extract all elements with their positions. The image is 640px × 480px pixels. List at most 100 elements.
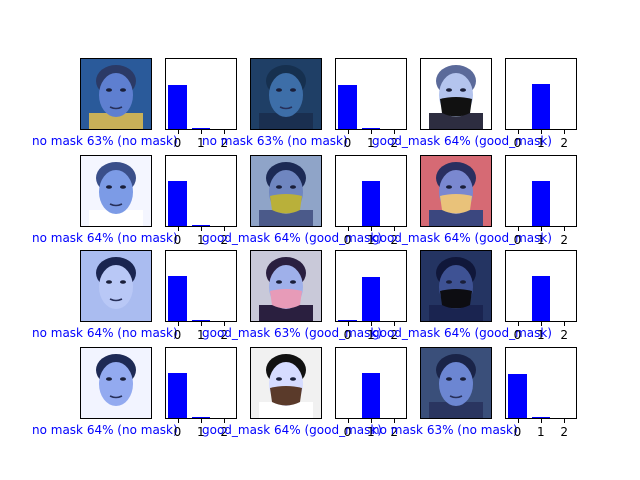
probability-bar-chart xyxy=(505,155,577,227)
x-tick-label: 0 xyxy=(513,328,522,342)
prediction-caption: no mask 63% (no mask) xyxy=(202,134,348,148)
face-image-woman-yellow-mask xyxy=(420,155,492,227)
prediction-caption: no mask 64% (no mask) xyxy=(32,231,178,245)
face-image-man-face-closeup xyxy=(80,250,152,322)
face-image-man-face-bright xyxy=(80,347,152,419)
x-tick-label: 0 xyxy=(343,425,352,439)
x-tick-label: 0 xyxy=(343,233,352,247)
x-tick-label: 0 xyxy=(343,136,352,150)
x-tick-mark xyxy=(201,130,202,134)
x-tick-label: 1 xyxy=(537,136,545,150)
x-tick-label: 2 xyxy=(560,328,568,342)
face-image-woman-green-mask xyxy=(250,155,322,227)
x-tick-label: 2 xyxy=(220,328,228,342)
x-tick-mark xyxy=(394,130,396,134)
bar-class-0 xyxy=(338,84,357,129)
bar-class-1 xyxy=(531,84,551,129)
bar-class-1 xyxy=(191,225,211,226)
bar-class-1 xyxy=(191,417,211,418)
prediction-caption: good_mask 64% (good_mask) xyxy=(372,326,552,340)
x-tick-label: 2 xyxy=(560,425,568,439)
x-tick-label: 0 xyxy=(173,136,182,150)
x-tick-label: 1 xyxy=(367,328,375,342)
x-tick-label: 2 xyxy=(390,425,398,439)
x-tick-mark xyxy=(541,227,542,231)
x-tick-mark xyxy=(347,130,349,134)
bar-class-0 xyxy=(508,373,527,418)
face-image-person-dark-mask xyxy=(420,250,492,322)
bar-class-0 xyxy=(338,319,357,321)
x-tick-mark xyxy=(541,322,542,326)
bar-class-1 xyxy=(361,373,381,418)
prediction-caption: good_mask 64% (good_mask) xyxy=(372,134,552,148)
x-tick-mark xyxy=(177,419,179,423)
x-tick-mark xyxy=(371,227,372,231)
x-tick-label: 1 xyxy=(537,425,545,439)
x-tick-label: 2 xyxy=(390,328,398,342)
x-tick-mark xyxy=(517,322,519,326)
x-tick-mark xyxy=(347,322,349,326)
prediction-caption: no mask 63% (no mask) xyxy=(32,134,178,148)
x-tick-label: 0 xyxy=(513,425,522,439)
x-tick-label: 1 xyxy=(197,233,205,247)
face-image-woman-pink-mask xyxy=(250,250,322,322)
probability-bar-chart xyxy=(335,58,407,130)
probability-bar-chart xyxy=(165,58,237,130)
x-tick-mark xyxy=(371,419,372,423)
x-tick-mark xyxy=(224,227,226,231)
face-image-woman-blue-tint-face xyxy=(250,58,322,130)
probability-bar-chart xyxy=(505,250,577,322)
x-tick-label: 2 xyxy=(390,136,398,150)
bar-class-1 xyxy=(531,416,551,418)
x-tick-mark xyxy=(224,419,226,423)
x-tick-label: 2 xyxy=(560,233,568,247)
x-tick-label: 2 xyxy=(390,233,398,247)
face-image-young-man-face xyxy=(420,347,492,419)
x-tick-mark xyxy=(564,419,566,423)
x-tick-label: 1 xyxy=(197,136,205,150)
x-tick-label: 2 xyxy=(560,136,568,150)
bar-class-1 xyxy=(191,127,211,129)
x-tick-label: 2 xyxy=(220,425,228,439)
probability-bar-chart xyxy=(165,347,237,419)
prediction-caption: good_mask 63% (good_mask) xyxy=(202,326,382,340)
x-tick-label: 1 xyxy=(367,233,375,247)
x-tick-mark xyxy=(371,322,372,326)
prediction-caption: good_mask 64% (good_mask) xyxy=(202,231,382,245)
prediction-caption: no mask 64% (no mask) xyxy=(32,326,178,340)
x-tick-mark xyxy=(517,130,519,134)
probability-bar-chart xyxy=(335,347,407,419)
prediction-caption: no mask 64% (no mask) xyxy=(32,423,178,437)
x-tick-label: 0 xyxy=(173,233,182,247)
x-tick-label: 1 xyxy=(367,425,375,439)
bar-class-0 xyxy=(168,373,187,418)
probability-bar-chart xyxy=(335,155,407,227)
bar-class-0 xyxy=(168,84,187,129)
bar-class-1 xyxy=(531,181,551,226)
x-tick-mark xyxy=(564,227,566,231)
prediction-caption: no mask 63% (no mask) xyxy=(372,423,518,437)
probability-bar-chart xyxy=(165,250,237,322)
x-tick-mark xyxy=(177,227,179,231)
x-tick-mark xyxy=(201,227,202,231)
x-tick-mark xyxy=(517,227,519,231)
x-tick-mark xyxy=(564,322,566,326)
bar-class-1 xyxy=(361,127,381,129)
bar-class-1 xyxy=(361,181,381,226)
bar-class-0 xyxy=(168,181,187,226)
bar-class-1 xyxy=(191,320,211,321)
x-tick-label: 1 xyxy=(537,328,545,342)
face-image-woman-white-bg-face xyxy=(80,155,152,227)
x-tick-label: 0 xyxy=(173,425,182,439)
x-tick-mark xyxy=(394,419,396,423)
x-tick-mark xyxy=(541,419,542,423)
x-tick-mark xyxy=(224,322,226,326)
x-tick-label: 1 xyxy=(197,328,205,342)
x-tick-mark xyxy=(201,419,202,423)
x-tick-mark xyxy=(517,419,519,423)
x-tick-mark xyxy=(224,130,226,134)
bar-class-1 xyxy=(531,276,551,321)
x-tick-mark xyxy=(177,322,179,326)
x-tick-mark xyxy=(394,227,396,231)
bar-class-0 xyxy=(168,276,187,321)
